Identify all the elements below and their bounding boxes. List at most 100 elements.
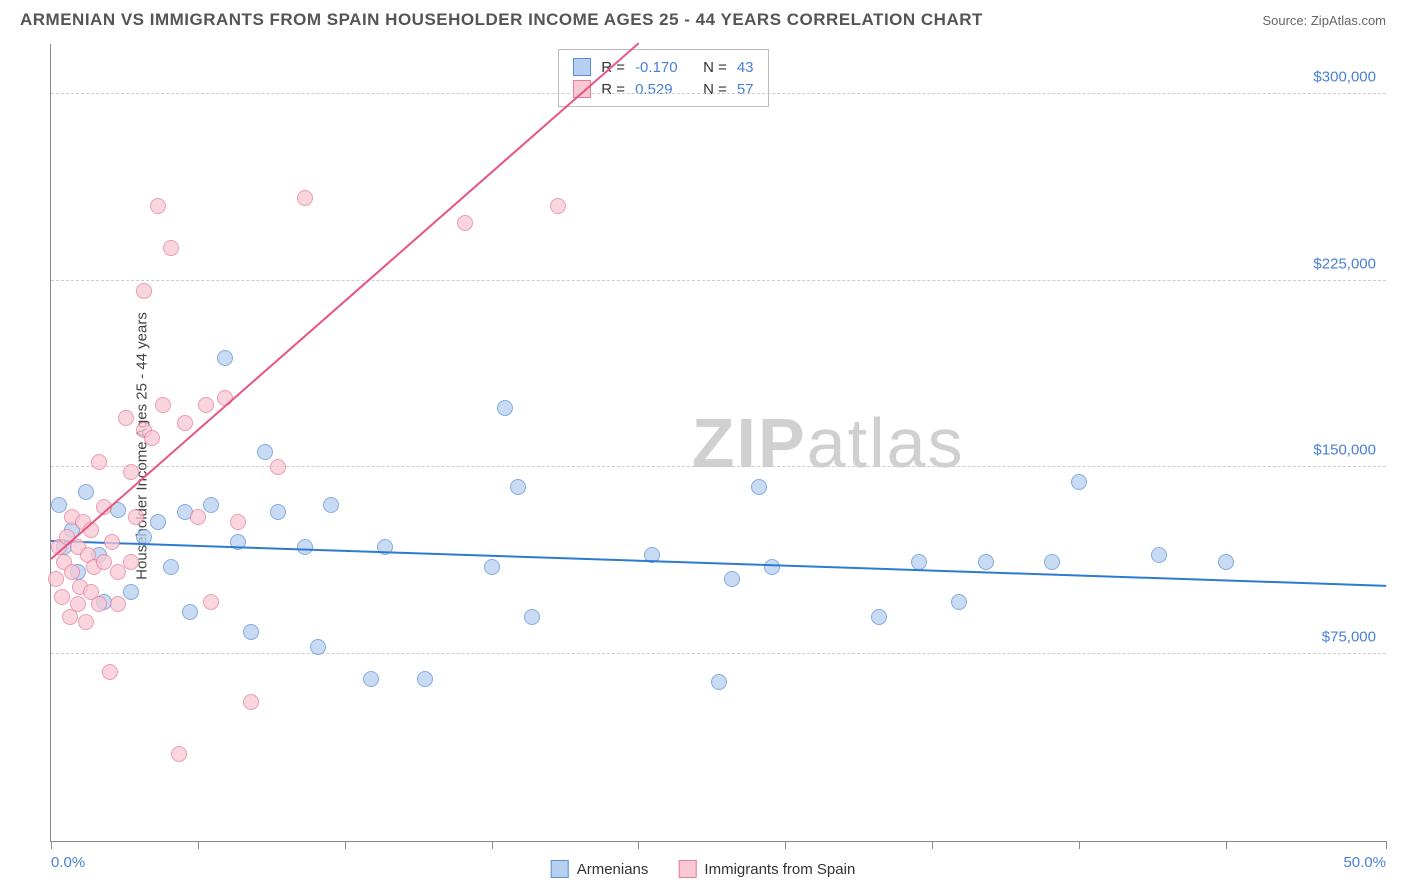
- data-point: [91, 454, 107, 470]
- data-point: [764, 559, 780, 575]
- data-point: [724, 571, 740, 587]
- trend-line: [51, 540, 1386, 587]
- data-point: [951, 594, 967, 610]
- legend-item: Armenians: [551, 860, 649, 878]
- gridline: [51, 280, 1386, 281]
- data-point: [48, 571, 64, 587]
- data-point: [457, 215, 473, 231]
- data-point: [144, 430, 160, 446]
- legend-label: Immigrants from Spain: [704, 861, 855, 878]
- data-point: [54, 589, 70, 605]
- data-point: [297, 539, 313, 555]
- data-point: [1151, 547, 1167, 563]
- data-point: [163, 240, 179, 256]
- legend-swatch: [573, 58, 591, 76]
- data-point: [110, 564, 126, 580]
- data-point: [163, 559, 179, 575]
- legend-item: Immigrants from Spain: [678, 860, 855, 878]
- data-point: [711, 674, 727, 690]
- r-value: -0.170: [635, 59, 693, 76]
- y-tick-label: $225,000: [1313, 255, 1376, 272]
- data-point: [123, 554, 139, 570]
- data-point: [182, 604, 198, 620]
- x-tick-label: 0.0%: [51, 854, 85, 871]
- scatter-chart: ZIPatlas R =-0.170N =43R =0.529N =57 $75…: [50, 44, 1386, 842]
- data-point: [150, 198, 166, 214]
- x-tick-label: 50.0%: [1343, 854, 1386, 871]
- data-point: [243, 694, 259, 710]
- data-point: [78, 484, 94, 500]
- data-point: [104, 534, 120, 550]
- y-tick-label: $150,000: [1313, 442, 1376, 459]
- legend-swatch: [551, 860, 569, 878]
- x-tick: [1226, 841, 1227, 849]
- trend-line: [50, 42, 639, 559]
- data-point: [230, 514, 246, 530]
- data-point: [978, 554, 994, 570]
- data-point: [524, 609, 540, 625]
- data-point: [123, 584, 139, 600]
- legend-label: Armenians: [577, 861, 649, 878]
- x-tick: [1386, 841, 1387, 849]
- data-point: [203, 594, 219, 610]
- gridline: [51, 93, 1386, 94]
- data-point: [155, 397, 171, 413]
- data-point: [78, 614, 94, 630]
- x-tick: [198, 841, 199, 849]
- data-point: [243, 624, 259, 640]
- data-point: [102, 664, 118, 680]
- r-label: R =: [601, 81, 625, 98]
- x-tick: [492, 841, 493, 849]
- data-point: [123, 464, 139, 480]
- y-tick-label: $75,000: [1322, 629, 1376, 646]
- x-tick: [932, 841, 933, 849]
- data-point: [177, 415, 193, 431]
- data-point: [70, 596, 86, 612]
- x-tick: [785, 841, 786, 849]
- y-tick-label: $300,000: [1313, 68, 1376, 85]
- watermark: ZIPatlas: [692, 403, 965, 483]
- data-point: [310, 639, 326, 655]
- n-label: N =: [703, 81, 727, 98]
- data-point: [871, 609, 887, 625]
- data-point: [217, 390, 233, 406]
- data-point: [363, 671, 379, 687]
- series-legend: Armenians Immigrants from Spain: [551, 860, 856, 878]
- data-point: [297, 190, 313, 206]
- x-tick: [1079, 841, 1080, 849]
- data-point: [270, 504, 286, 520]
- data-point: [497, 400, 513, 416]
- data-point: [417, 671, 433, 687]
- n-label: N =: [703, 59, 727, 76]
- correlation-legend: R =-0.170N =43R =0.529N =57: [558, 49, 768, 107]
- data-point: [257, 444, 273, 460]
- data-point: [1218, 554, 1234, 570]
- data-point: [911, 554, 927, 570]
- data-point: [217, 350, 233, 366]
- source-attribution: Source: ZipAtlas.com: [1262, 13, 1386, 28]
- r-value: 0.529: [635, 81, 693, 98]
- data-point: [150, 514, 166, 530]
- data-point: [751, 479, 767, 495]
- data-point: [190, 509, 206, 525]
- data-point: [110, 596, 126, 612]
- data-point: [64, 564, 80, 580]
- data-point: [510, 479, 526, 495]
- data-point: [270, 459, 286, 475]
- n-value: 43: [737, 59, 754, 76]
- data-point: [1071, 474, 1087, 490]
- data-point: [1044, 554, 1060, 570]
- data-point: [128, 509, 144, 525]
- data-point: [323, 497, 339, 513]
- data-point: [51, 497, 67, 513]
- x-tick: [51, 841, 52, 849]
- data-point: [550, 198, 566, 214]
- chart-title: ARMENIAN VS IMMIGRANTS FROM SPAIN HOUSEH…: [20, 10, 983, 30]
- legend-swatch: [678, 860, 696, 878]
- data-point: [118, 410, 134, 426]
- x-tick: [638, 841, 639, 849]
- n-value: 57: [737, 81, 754, 98]
- data-point: [198, 397, 214, 413]
- data-point: [136, 283, 152, 299]
- data-point: [171, 746, 187, 762]
